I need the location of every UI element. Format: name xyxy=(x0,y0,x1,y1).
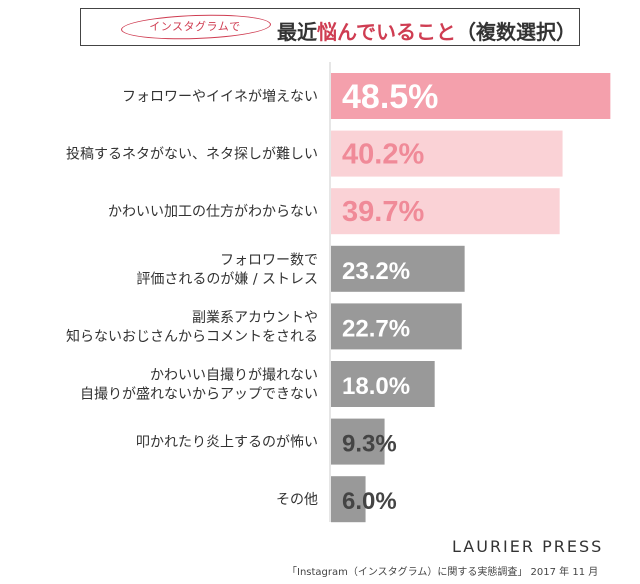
bar-8 xyxy=(331,476,366,523)
bar-7 xyxy=(331,418,385,465)
bar-value-label-8: 6.0% xyxy=(342,488,397,515)
title-prefix: 最近 xyxy=(277,20,317,44)
bar-chart: 48.5% フォロワーやイイネが増えない 40.2% 投稿するネタがない、ネタ探しが難… xyxy=(66,62,611,523)
category-label-4-line-1: フォロワー数で xyxy=(220,252,318,268)
bar-6 xyxy=(331,361,435,407)
bar-value-label-3: 39.7% xyxy=(342,196,424,228)
bar-5 xyxy=(331,303,462,350)
category-label-5-line-2: 知らないおじさんからコメントをされる xyxy=(66,328,318,345)
category-label-3: かわいい加工の仕方がわからない xyxy=(108,204,318,220)
bar-2 xyxy=(331,130,563,177)
category-label-1: フォロワーやイイネが増えない xyxy=(122,89,318,105)
title-highlight: 悩んでいること xyxy=(317,20,456,44)
category-label-2: 投稿するネタがない、ネタ探しが難しい xyxy=(66,147,318,163)
category-label-5-line-1: 副業系アカウントや xyxy=(192,310,318,326)
category-label-7: 叩かれたり炎上するのが怖い xyxy=(136,434,318,451)
brand-logo-text: LAURIER PRESS xyxy=(452,537,604,556)
bar-4 xyxy=(331,245,465,292)
chart-title: 最近悩んでいること（複数選択） xyxy=(277,16,576,45)
category-label-4-line-2: 評価されるのが嫌 / ストレス xyxy=(136,271,318,287)
category-label-6-line-2: 自撮りが盛れないからアップできない xyxy=(80,386,318,403)
bar-3 xyxy=(331,188,560,235)
title-suffix: （複数選択） xyxy=(456,20,576,44)
bar-value-label-7: 9.3% xyxy=(342,431,397,458)
bar-1 xyxy=(331,73,611,119)
title-box: インスタグラムで 最近悩んでいること（複数選択） xyxy=(80,8,580,46)
bar-value-label-1: 48.5% xyxy=(342,78,438,116)
bar-value-label-4: 23.2% xyxy=(342,258,410,285)
bar-value-label-5: 22.7% xyxy=(342,315,410,342)
bar-value-label-2: 40.2% xyxy=(342,139,424,171)
bars-layer: 48.5% フォロワーやイイネが増えない 40.2% 投稿するネタがない、ネタ探しが難… xyxy=(66,73,611,523)
bar-value-label-6: 18.0% xyxy=(342,373,410,400)
source-note: 「Instagram（インスタグラム）に関する実態調査」 2017 年 11 月 xyxy=(287,567,599,578)
category-label-6-line-1: かわいい自撮りが撮れない xyxy=(150,367,318,384)
category-label-8: その他 xyxy=(276,492,318,508)
title-oval-text: インスタグラムで xyxy=(149,20,241,33)
